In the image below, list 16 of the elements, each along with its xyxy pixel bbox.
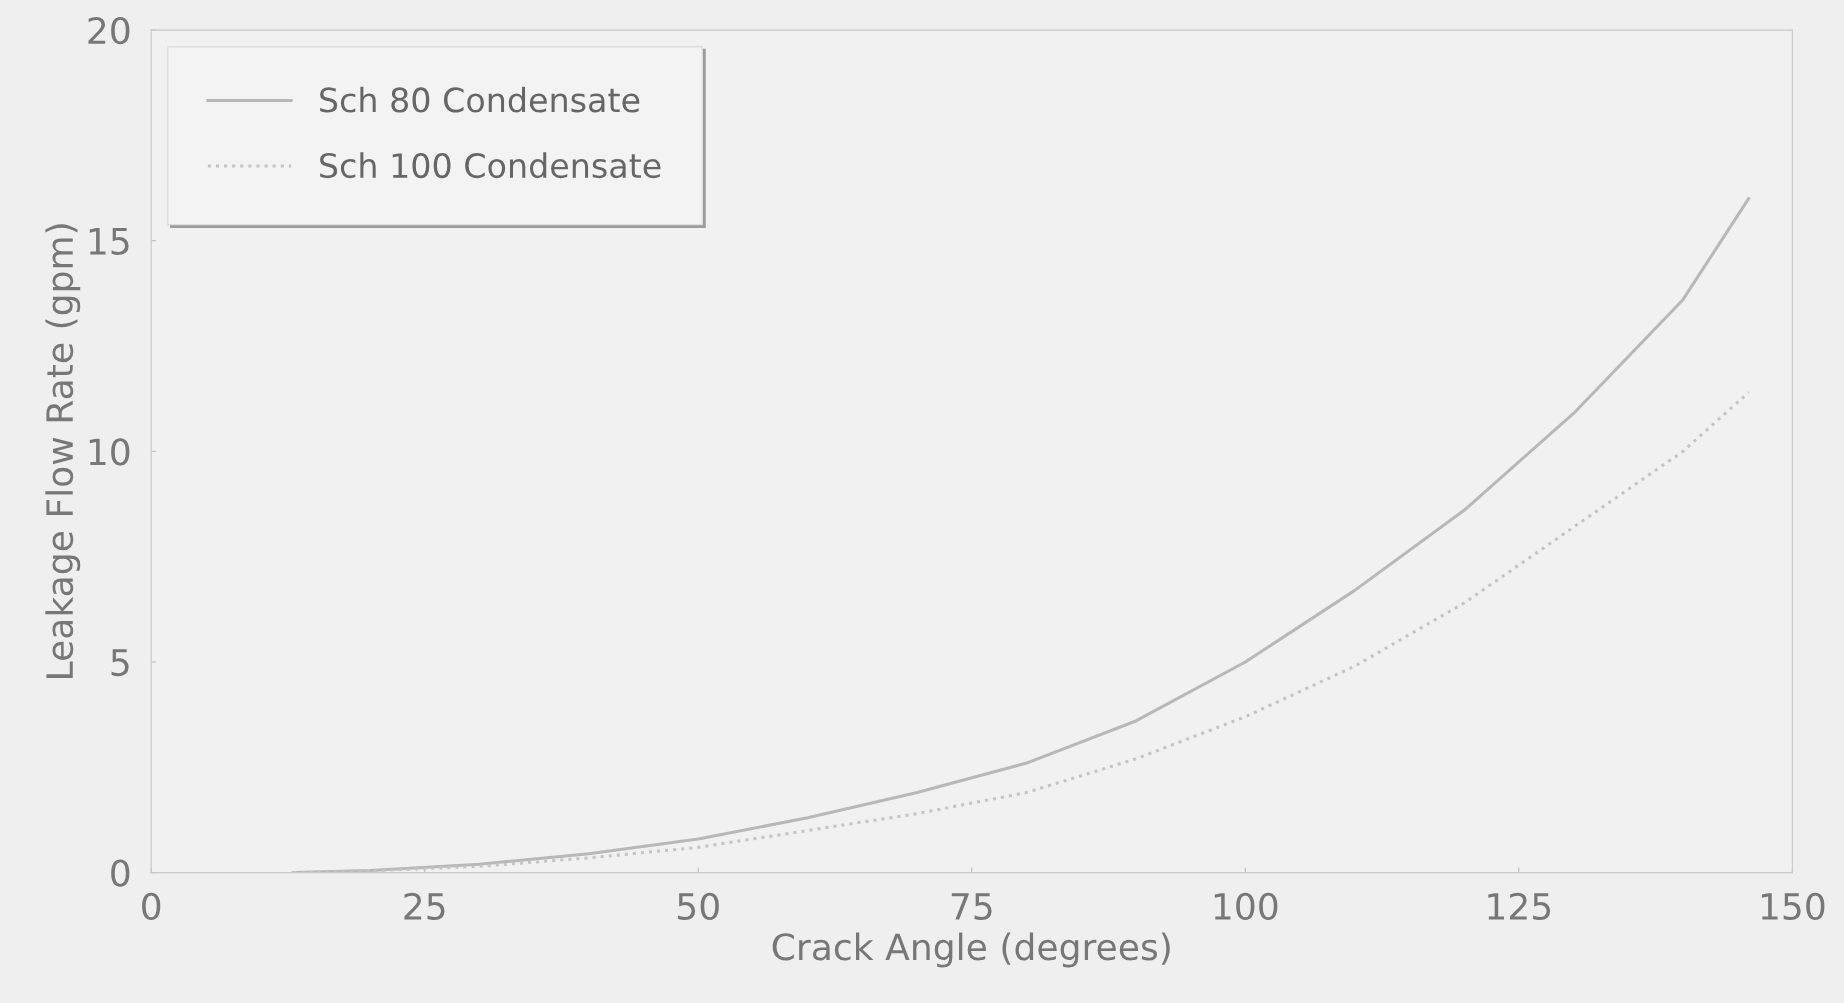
y-tick-label: 5 <box>111 649 129 677</box>
x-tick-label: 50 <box>678 892 719 921</box>
x-tick-label: 100 <box>1214 892 1278 921</box>
y-tick-label: 15 <box>89 228 129 255</box>
y-axis-title: Leakage Flow Rate (gpm) <box>45 224 81 678</box>
x-tick-label: 75 <box>951 893 992 921</box>
x-tick-label: 150 <box>1761 892 1825 921</box>
x-tick-label: 0 <box>142 892 161 921</box>
legend-label: Sch 100 Condensate <box>320 152 661 179</box>
y-tick-label: 20 <box>88 17 130 45</box>
x-axis-title: Crack Angle (degrees) <box>772 932 1170 968</box>
x-tick-label: 125 <box>1488 892 1551 921</box>
y-tick-label: 0 <box>111 859 130 887</box>
legend-label: Sch 80 Condensate <box>320 86 640 113</box>
x-tick-label: 25 <box>404 892 445 921</box>
y-tick-label: 10 <box>89 438 130 466</box>
